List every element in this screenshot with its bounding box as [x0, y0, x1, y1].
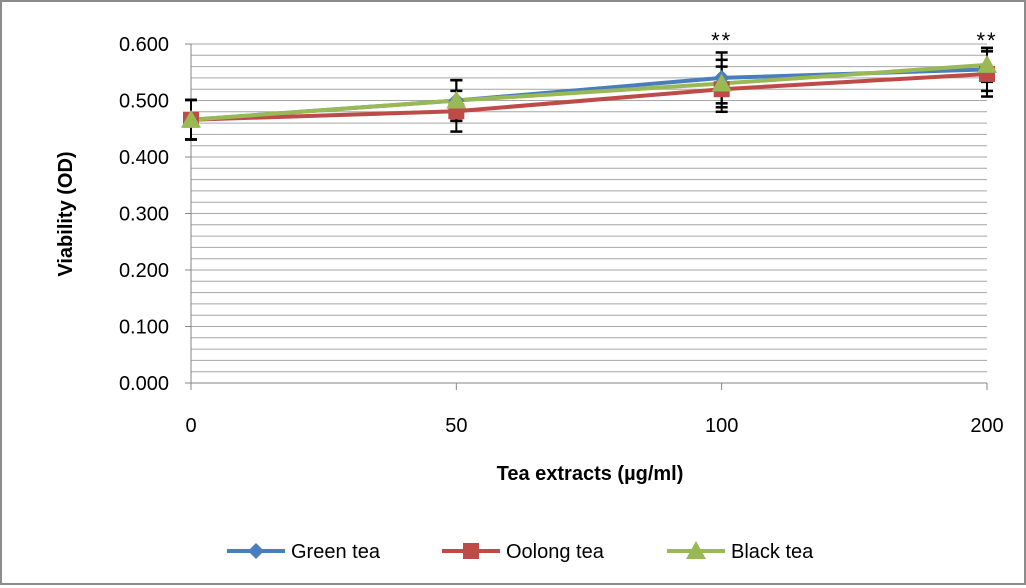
legend-item: Oolong tea	[442, 541, 605, 563]
x-tick-label: 200	[970, 415, 1003, 437]
y-tick-label: 0.400	[119, 147, 169, 169]
y-tick-label: 0.500	[119, 91, 169, 113]
x-tick-label: 50	[445, 415, 467, 437]
marker-triangle	[686, 541, 706, 559]
legend-item: Green tea	[227, 541, 381, 563]
y-tick-label: 0.300	[119, 204, 169, 226]
series-markers	[181, 54, 997, 128]
marker-triangle	[446, 90, 467, 109]
y-axis-title: Viability (OD)	[55, 151, 77, 276]
series-line	[190, 71, 988, 122]
x-axis-title: Tea extracts (µg/ml)	[497, 463, 684, 485]
x-tick-label: 0	[185, 415, 196, 437]
series-line	[190, 62, 988, 122]
y-tick-label: 0.100	[119, 317, 169, 339]
series-group	[181, 46, 997, 141]
x-tick-labels: 0 50 100 200	[185, 415, 1003, 437]
legend: Green tea Oolong tea Black tea	[227, 541, 814, 563]
significance-marker: **	[711, 28, 732, 53]
marker-triangle	[181, 109, 201, 128]
y-tick-label: 0.200	[119, 260, 169, 282]
annotations: ** **	[711, 28, 997, 53]
legend-label: Oolong tea	[506, 541, 605, 563]
marker-diamond	[248, 543, 264, 559]
y-tick-label: 0.600	[119, 34, 169, 56]
legend-label: Black tea	[731, 541, 814, 563]
legend-label: Green tea	[291, 541, 381, 563]
series-lines	[190, 62, 988, 122]
grid	[191, 43, 987, 384]
x-tick-label: 100	[705, 415, 738, 437]
y-tick-labels: 0.000 0.100 0.200 0.300 0.400 0.500 0.600	[119, 34, 169, 395]
significance-marker: **	[976, 28, 997, 53]
legend-item: Black tea	[667, 541, 814, 563]
y-tick-label: 0.000	[119, 373, 169, 395]
marker-triangle	[711, 73, 732, 92]
marker-triangle	[977, 54, 997, 73]
marker-square	[463, 543, 479, 559]
